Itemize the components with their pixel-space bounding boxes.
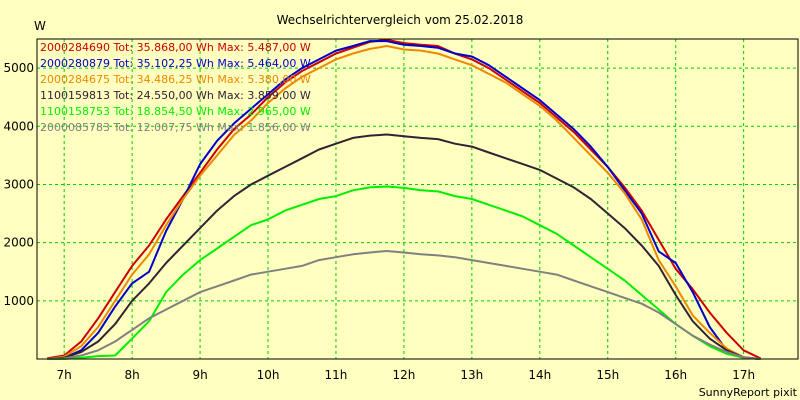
footer-credit: SunnyReport pixit bbox=[699, 386, 798, 399]
x-tick-label: 9h bbox=[192, 368, 207, 382]
legend-entry-6: 2000085783 Tot: 12.007,75 Wh Max: 1.856,… bbox=[40, 121, 311, 134]
legend-entry-2: 2000280879 Tot: 35.102,25 Wh Max: 5.464,… bbox=[40, 57, 311, 70]
x-tick-label: 16h bbox=[664, 368, 687, 382]
x-tick-label: 14h bbox=[528, 368, 551, 382]
series-lines bbox=[47, 38, 762, 360]
legend-entry-1: 2000284690 Tot: 35.868,00 Wh Max: 5.487,… bbox=[40, 41, 311, 54]
y-tick-labels: 1000 2000 3000 4000 5000 bbox=[3, 61, 34, 308]
x-tick-label: 12h bbox=[392, 368, 415, 382]
series-line-4 bbox=[47, 133, 761, 360]
x-tick-label: 10h bbox=[257, 368, 280, 382]
series-line-5 bbox=[47, 185, 761, 360]
x-tick-label: 7h bbox=[57, 368, 72, 382]
legend-entry-3: 2000284675 Tot: 34.486,25 Wh Max: 5.380,… bbox=[40, 73, 311, 86]
series-line-3 bbox=[47, 45, 761, 360]
series-line-6 bbox=[47, 250, 761, 360]
series-line-1 bbox=[47, 38, 762, 360]
legend-entry-4: 1100159813 Tot: 24.550,00 Wh Max: 3.859,… bbox=[40, 89, 311, 102]
y-tick-label: 4000 bbox=[3, 119, 34, 133]
x-tick-label: 17h bbox=[732, 368, 755, 382]
y-tick-label: 1000 bbox=[3, 294, 34, 308]
y-axis-label: W bbox=[34, 19, 46, 33]
chart-title: Wechselrichtervergleich vom 25.02.2018 bbox=[277, 13, 524, 27]
legend-entry-5: 1100158753 Tot: 18.854,50 Wh Max: 2.965,… bbox=[40, 105, 311, 118]
legend: 2000284690 Tot: 35.868,00 Wh Max: 5.487,… bbox=[40, 41, 311, 134]
series-line-2 bbox=[47, 40, 761, 360]
grid bbox=[37, 39, 798, 359]
x-tick-label: 13h bbox=[460, 368, 483, 382]
y-tick-label: 3000 bbox=[3, 177, 34, 191]
x-tick-label: 15h bbox=[596, 368, 619, 382]
x-tick-label: 8h bbox=[125, 368, 140, 382]
y-tick-label: 5000 bbox=[3, 61, 34, 75]
plot-frame bbox=[36, 38, 799, 360]
x-tick-labels: 7h 8h 9h 10h 11h 12h 13h 14h 15h 16h 17h bbox=[57, 368, 756, 382]
y-tick-label: 2000 bbox=[3, 236, 34, 250]
x-tick-label: 11h bbox=[325, 368, 348, 382]
